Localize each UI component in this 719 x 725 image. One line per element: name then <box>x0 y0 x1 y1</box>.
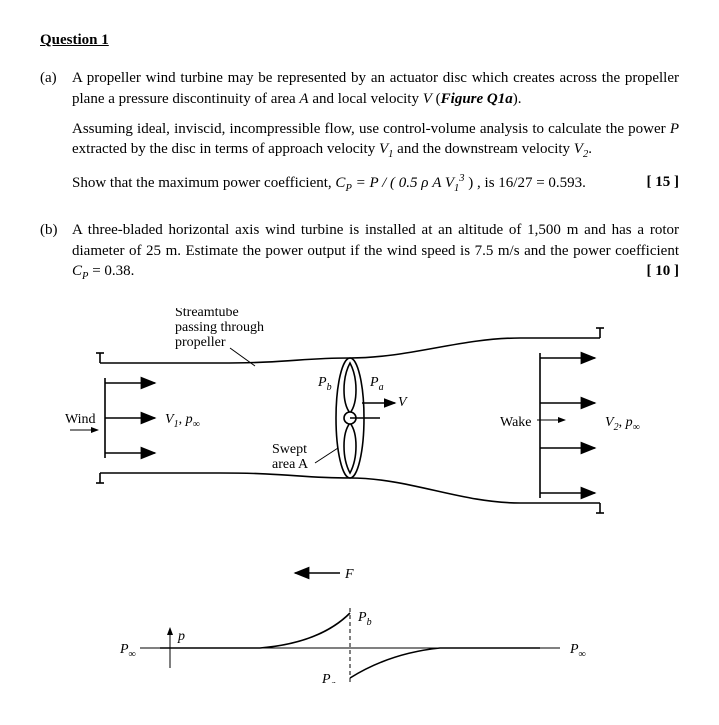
svg-text:area A: area A <box>272 457 309 472</box>
svg-text:passing through: passing through <box>175 320 264 335</box>
text: ). <box>513 91 522 107</box>
part-b: (b) A three-bladed horizontal axis wind … <box>40 220 679 294</box>
svg-text:V1, p∞: V1, p∞ <box>165 412 200 430</box>
part-b-para1: A three-bladed horizontal axis wind turb… <box>72 220 679 284</box>
sym-P: P <box>670 121 679 137</box>
eq: = P / ( 0.5 ρ A V <box>352 175 454 191</box>
svg-text:P∞: P∞ <box>569 642 586 660</box>
sub-1b: 1 <box>454 183 459 194</box>
text: . <box>588 141 592 157</box>
text: Assuming ideal, inviscid, incompressible… <box>72 121 670 137</box>
text: extracted by the disc in terms of approa… <box>72 141 379 157</box>
svg-text:Swept: Swept <box>272 442 307 457</box>
svg-text:P∞: P∞ <box>119 642 136 660</box>
sym-Cp: C <box>335 175 345 191</box>
part-a-para2: Assuming ideal, inviscid, incompressible… <box>72 119 679 162</box>
text: = 0.38. <box>88 263 134 279</box>
svg-text:propeller: propeller <box>175 335 226 350</box>
sym-A: A <box>299 91 308 107</box>
svg-text:F: F <box>344 567 354 582</box>
text: and the downstream velocity <box>393 141 573 157</box>
svg-text:Streamtube: Streamtube <box>175 308 239 320</box>
text: A three-bladed horizontal axis wind turb… <box>72 222 679 258</box>
svg-text:Wake: Wake <box>500 415 532 430</box>
part-a-para1: A propeller wind turbine may be represen… <box>72 68 679 109</box>
part-a: (a) A propeller wind turbine may be repr… <box>40 68 679 206</box>
svg-text:Wind: Wind <box>65 412 96 427</box>
part-a-para3: Show that the maximum power coefficient,… <box>72 172 679 196</box>
question-title: Question 1 <box>40 30 679 50</box>
text: and local velocity <box>309 91 423 107</box>
text: Show that the maximum power coefficient, <box>72 175 335 191</box>
svg-text:V2, p∞: V2, p∞ <box>605 415 640 433</box>
sym-V: V <box>423 91 432 107</box>
marks-b: [ 10 ] <box>647 261 680 281</box>
figure-q1a: Streamtubepassing throughpropeller Wind Wa… <box>40 308 679 689</box>
fig-ref: Figure Q1a <box>441 91 513 107</box>
sym-V2: V <box>574 141 583 157</box>
part-b-label: (b) <box>40 220 72 294</box>
sym-Cp-b: C <box>72 263 82 279</box>
svg-text:Pb: Pb <box>357 610 372 628</box>
text: ) , is 16/27 = 0.593. <box>465 175 586 191</box>
marks-a: [ 15 ] <box>647 172 680 192</box>
part-a-label: (a) <box>40 68 72 206</box>
svg-text:V: V <box>398 395 408 410</box>
svg-text:Pa: Pa <box>369 375 384 393</box>
svg-text:Pa: Pa <box>321 672 336 683</box>
svg-text:Pb: Pb <box>317 375 332 393</box>
text: ( <box>432 91 441 107</box>
sym-V1: V <box>379 141 388 157</box>
svg-text:p: p <box>177 629 185 644</box>
